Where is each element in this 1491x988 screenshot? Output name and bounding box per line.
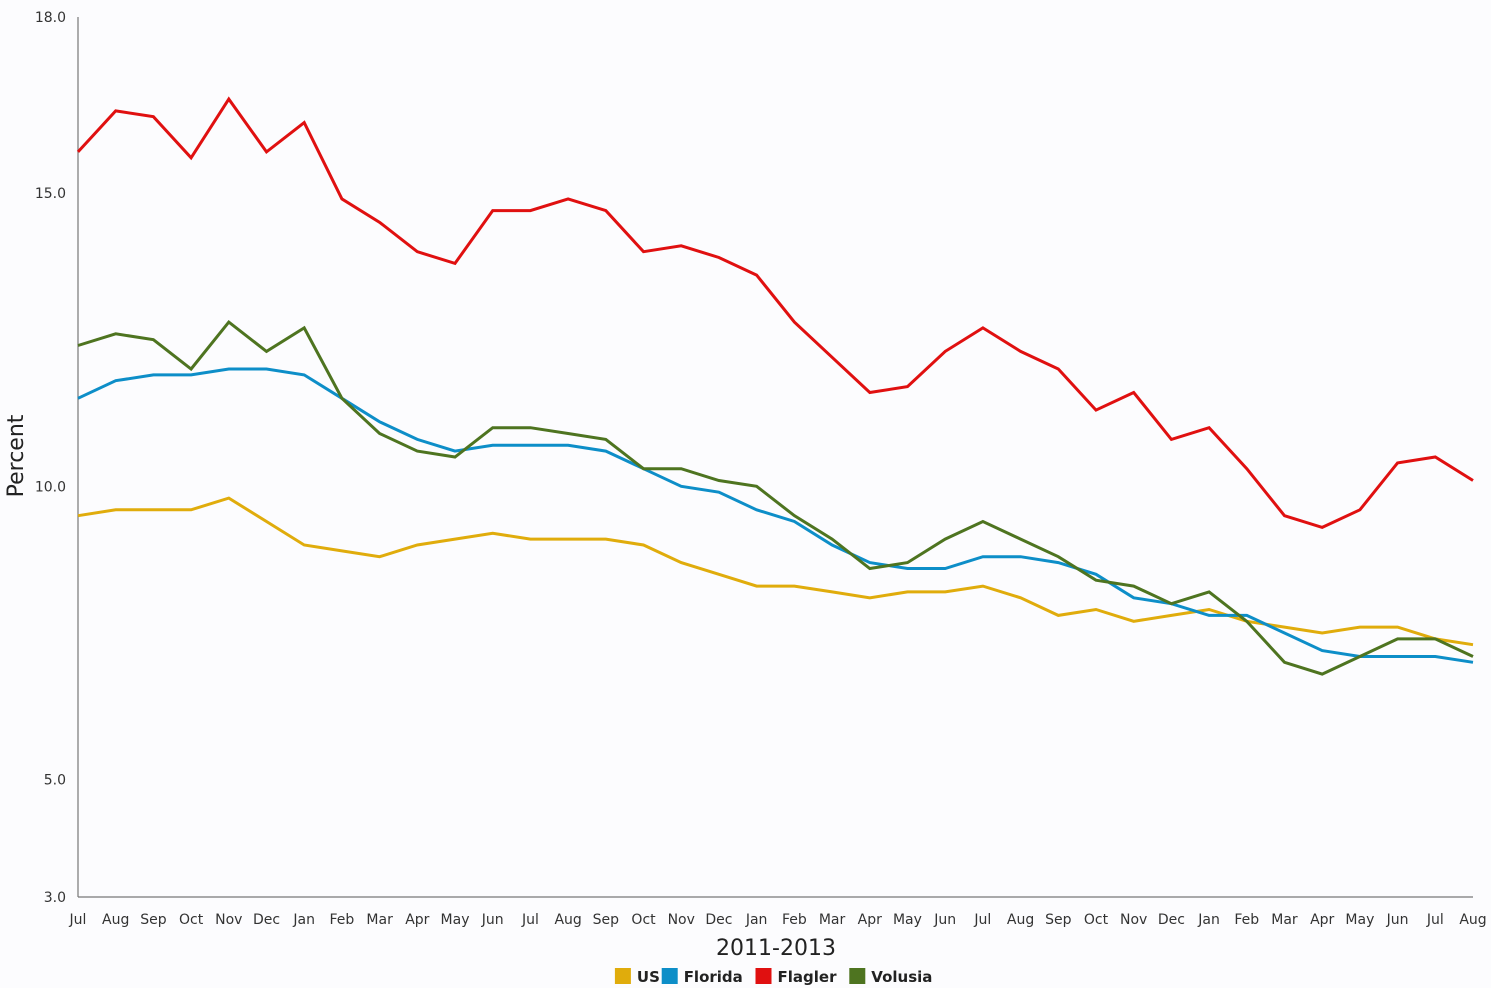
legend: US Florida Flagler Volusia	[614, 968, 932, 986]
x-tick-label: May	[1345, 912, 1374, 928]
legend-label: US	[637, 968, 660, 986]
x-tick-label: Jul	[521, 912, 539, 928]
x-tick-label: Feb	[1234, 912, 1259, 928]
x-tick-label: Oct	[179, 912, 204, 928]
x-tick-label: Nov	[215, 912, 242, 928]
legend-swatch	[755, 968, 772, 984]
x-tick-label: Aug	[554, 912, 581, 928]
legend-item-florida: Florida	[661, 968, 743, 986]
series-line-us	[77, 496, 1474, 647]
x-tick-label: Jun	[481, 912, 504, 928]
y-tick-label: 5.0	[44, 773, 66, 789]
x-tick-label: Jun	[933, 912, 956, 928]
legend-swatch	[614, 968, 631, 984]
y-tick-label: 15.0	[35, 186, 66, 202]
x-tick-label: Jan	[1197, 912, 1220, 928]
x-tick-label: Feb	[782, 912, 807, 928]
x-tick-label: Sep	[140, 912, 167, 928]
x-tick-label: Sep	[1045, 912, 1072, 928]
plot-area: 3.0 5.0 10.0 15.0 18.0 Jul Aug Sep Oct Nov Dec Jan…	[35, 10, 1487, 928]
legend-swatch	[849, 968, 866, 984]
x-tick-label: Mar	[366, 912, 393, 928]
x-tick-label: Aug	[102, 912, 129, 928]
x-tick-labels: Jul Aug Sep Oct Nov Dec Jan Feb Mar Apr May Jun Jul A…	[69, 912, 1487, 928]
x-tick-label: Aug	[1007, 912, 1034, 928]
x-tick-label: Jul	[1426, 912, 1444, 928]
y-tick-labels: 3.0 5.0 10.0 15.0 18.0	[35, 10, 66, 906]
x-tick-label: Oct	[1084, 912, 1109, 928]
x-tick-label: Jul	[69, 912, 87, 928]
legend-label: Florida	[684, 968, 743, 986]
legend-item-volusia: Volusia	[849, 968, 932, 986]
x-tick-label: Sep	[593, 912, 620, 928]
x-tick-label: Dec	[1158, 912, 1185, 928]
y-tick-label: 10.0	[35, 479, 66, 495]
x-tick-label: Mar	[1271, 912, 1298, 928]
legend-item-flagler: Flagler	[755, 968, 838, 986]
x-tick-label: Jan	[292, 912, 315, 928]
x-tick-label: May	[441, 912, 470, 928]
x-tick-label: May	[893, 912, 922, 928]
x-tick-label: Jun	[1386, 912, 1409, 928]
y-tick-label: 3.0	[44, 890, 66, 906]
x-tick-label: Apr	[858, 912, 882, 928]
x-tick-label: Jan	[745, 912, 768, 928]
x-tick-label: Feb	[330, 912, 355, 928]
x-tick-label: Apr	[405, 912, 429, 928]
x-tick-label: Nov	[668, 912, 695, 928]
x-tick-label: Dec	[253, 912, 280, 928]
x-axis-title: 2011-2013	[716, 936, 836, 961]
x-tick-label: Apr	[1310, 912, 1334, 928]
x-tick-label: Jul	[973, 912, 991, 928]
x-tick-label: Oct	[631, 912, 656, 928]
legend-swatch	[661, 968, 678, 984]
x-tick-label: Aug	[1459, 912, 1486, 928]
series-line-flagler	[76, 96, 1474, 530]
legend-label: Volusia	[871, 968, 932, 986]
legend-label: Flagler	[778, 968, 838, 986]
series-line-florida	[77, 367, 1474, 664]
x-tick-label: Nov	[1120, 912, 1147, 928]
series-line-volusia	[77, 320, 1474, 676]
x-tick-label: Mar	[819, 912, 846, 928]
legend-item-us: US	[614, 968, 660, 986]
y-tick-label: 18.0	[35, 10, 66, 26]
y-axis-title: Percent	[4, 414, 29, 497]
series-lines	[76, 96, 1474, 676]
x-tick-label: Dec	[705, 912, 732, 928]
